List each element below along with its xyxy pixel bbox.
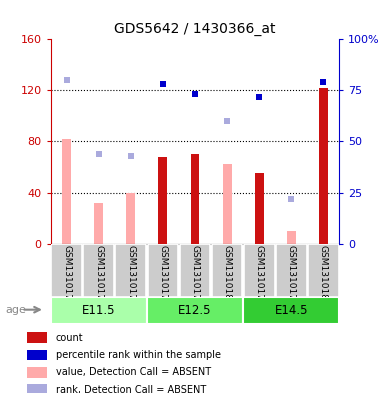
Bar xyxy=(51,297,147,324)
Bar xyxy=(243,297,339,324)
Bar xyxy=(83,244,114,297)
Bar xyxy=(147,297,243,324)
Bar xyxy=(147,244,178,297)
Bar xyxy=(51,244,82,297)
Text: GSM1310179: GSM1310179 xyxy=(126,245,135,306)
Bar xyxy=(223,164,232,244)
Bar xyxy=(308,244,339,297)
Text: E14.5: E14.5 xyxy=(275,304,308,317)
Bar xyxy=(158,157,167,244)
Bar xyxy=(287,231,296,244)
Bar xyxy=(319,88,328,244)
Text: percentile rank within the sample: percentile rank within the sample xyxy=(56,350,221,360)
Bar xyxy=(212,244,243,297)
Text: GSM1310180: GSM1310180 xyxy=(223,245,232,306)
Text: GSM1310181: GSM1310181 xyxy=(319,245,328,306)
Text: GSM1310177: GSM1310177 xyxy=(190,245,200,306)
Bar xyxy=(276,244,307,297)
Text: GSM1310175: GSM1310175 xyxy=(255,245,264,306)
Bar xyxy=(190,154,200,244)
Bar xyxy=(126,193,135,244)
Bar xyxy=(255,173,264,244)
Text: GSM1310174: GSM1310174 xyxy=(158,245,167,306)
Bar xyxy=(180,244,210,297)
Text: GSM1310178: GSM1310178 xyxy=(287,245,296,306)
Bar xyxy=(27,384,47,393)
Text: E12.5: E12.5 xyxy=(178,304,212,317)
Bar xyxy=(115,244,146,297)
Bar xyxy=(27,332,47,343)
Bar xyxy=(244,244,275,297)
Text: GSM1310173: GSM1310173 xyxy=(62,245,71,306)
Bar xyxy=(62,139,71,244)
Text: E11.5: E11.5 xyxy=(82,304,115,317)
Text: value, Detection Call = ABSENT: value, Detection Call = ABSENT xyxy=(56,367,211,377)
Text: count: count xyxy=(56,332,83,343)
Text: GSM1310176: GSM1310176 xyxy=(94,245,103,306)
Text: rank, Detection Call = ABSENT: rank, Detection Call = ABSENT xyxy=(56,385,206,393)
Bar xyxy=(27,350,47,360)
Text: age: age xyxy=(6,305,27,315)
Text: GDS5642 / 1430366_at: GDS5642 / 1430366_at xyxy=(114,22,276,36)
Bar xyxy=(27,367,47,378)
Bar xyxy=(94,203,103,244)
